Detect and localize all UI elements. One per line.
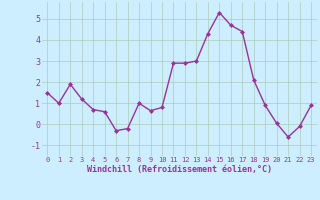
X-axis label: Windchill (Refroidissement éolien,°C): Windchill (Refroidissement éolien,°C) <box>87 165 272 174</box>
